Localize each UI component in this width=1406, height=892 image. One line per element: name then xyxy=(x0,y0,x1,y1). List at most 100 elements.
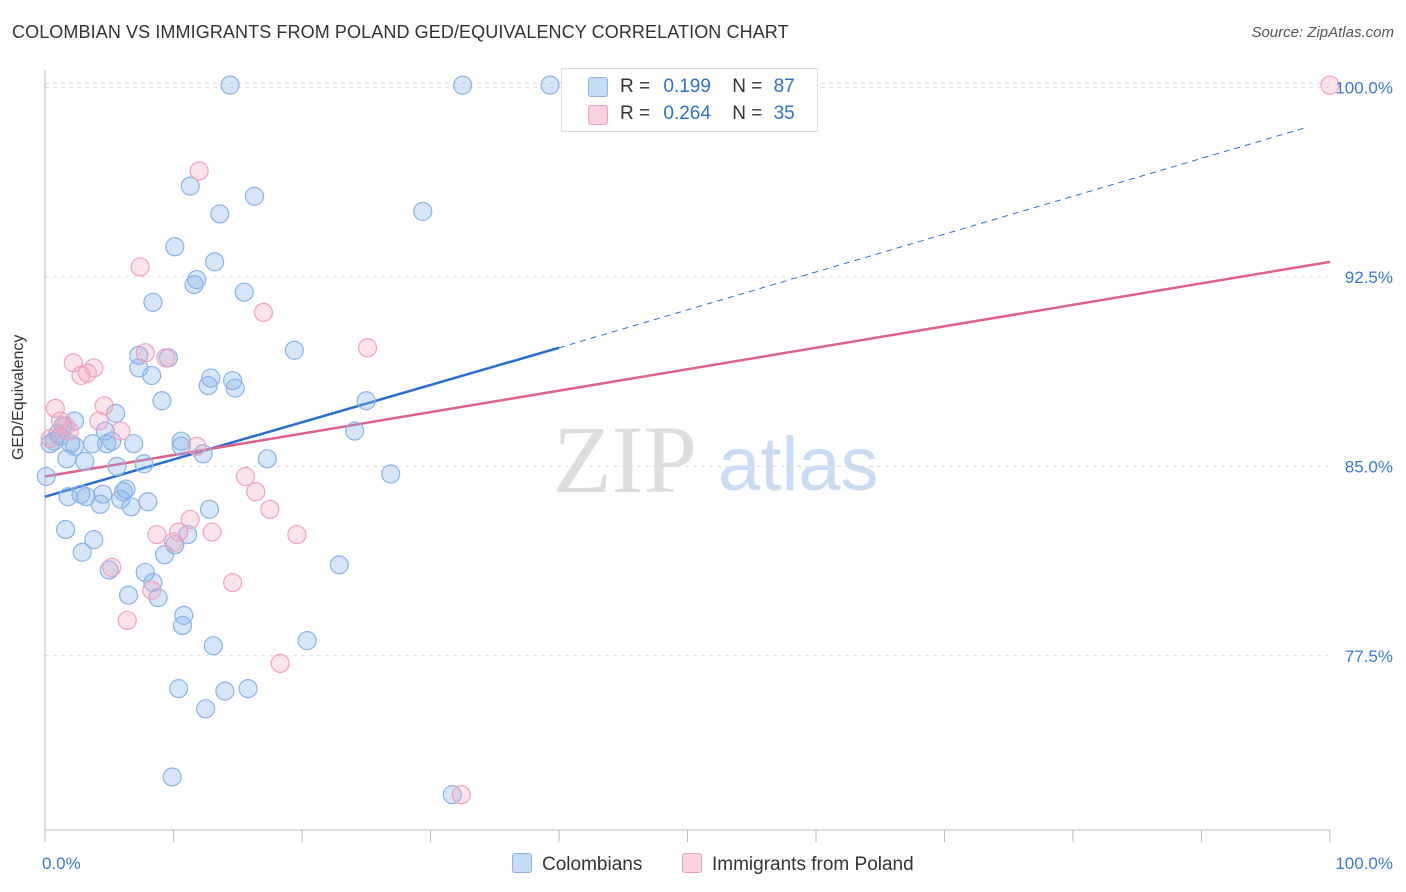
trend-line-colombians-extension xyxy=(558,127,1305,349)
point-colombians xyxy=(116,479,136,499)
point-colombians xyxy=(223,370,243,391)
point-poland xyxy=(235,466,256,487)
x-tick-label: 0.0% xyxy=(42,854,81,873)
point-colombians xyxy=(84,530,104,550)
point-colombians xyxy=(138,492,158,512)
point-poland xyxy=(169,522,189,542)
point-colombians xyxy=(171,431,191,451)
legend-r-value-colombians: 0.199 xyxy=(663,76,711,97)
point-poland xyxy=(156,348,176,368)
y-tick-label: 85.0% xyxy=(1345,457,1393,476)
point-poland xyxy=(40,429,60,449)
bottom-legend-label-poland: Immigrants from Poland xyxy=(712,854,914,875)
tick-labels: 77.5% 85.0% 92.5% 100.0% 0.0% 100.0% xyxy=(42,79,1393,873)
point-poland xyxy=(59,421,80,441)
legend-n-value-colombians: 87 xyxy=(773,76,795,97)
point-poland xyxy=(117,610,137,631)
legend-swatch-poland xyxy=(588,105,608,125)
point-colombians xyxy=(36,466,56,487)
point-poland xyxy=(89,411,109,431)
point-poland xyxy=(202,522,222,542)
point-colombians xyxy=(234,282,254,302)
point-colombians xyxy=(121,497,141,517)
point-colombians xyxy=(55,519,76,540)
source-label: Source: ZipAtlas.com xyxy=(1251,24,1394,41)
point-poland xyxy=(94,396,114,416)
point-colombians xyxy=(198,376,218,396)
point-colombians xyxy=(193,444,213,464)
point-colombians xyxy=(143,292,163,312)
point-poland xyxy=(260,499,280,519)
point-colombians xyxy=(210,204,230,224)
bottom-legend-label-colombians: Colombians xyxy=(542,854,643,875)
point-colombians xyxy=(225,378,245,398)
y-tick-label: 100.0% xyxy=(1335,79,1393,98)
point-colombians xyxy=(118,585,139,605)
point-poland xyxy=(180,509,200,530)
point-colombians xyxy=(413,201,433,221)
legend-row-poland: R = 0.264 N = 35 xyxy=(620,103,795,125)
point-poland xyxy=(357,338,378,358)
point-poland xyxy=(147,524,167,545)
point-poland xyxy=(451,785,471,805)
bottom-legend-colombians: Colombians xyxy=(512,853,642,876)
point-colombians xyxy=(64,411,85,431)
point-poland xyxy=(223,572,243,593)
point-colombians xyxy=(540,75,560,95)
point-colombians xyxy=(97,434,117,454)
point-colombians xyxy=(111,489,131,509)
point-colombians xyxy=(187,269,207,290)
point-colombians xyxy=(238,679,258,699)
axes xyxy=(44,70,1331,842)
point-colombians xyxy=(124,434,144,454)
data-points xyxy=(36,75,1340,805)
point-poland xyxy=(102,557,122,578)
point-poland xyxy=(187,436,207,456)
point-colombians xyxy=(284,340,304,360)
point-colombians xyxy=(220,75,240,95)
point-colombians xyxy=(162,767,182,787)
point-colombians xyxy=(184,275,204,295)
y-tick-label: 92.5% xyxy=(1345,268,1393,287)
trend-line-poland xyxy=(44,260,1331,478)
legend-swatch-colombians xyxy=(588,77,608,97)
y-axis-label: GED/Equivalency xyxy=(10,334,27,460)
point-colombians xyxy=(244,186,265,206)
point-colombians xyxy=(75,451,95,471)
point-poland xyxy=(287,524,307,545)
point-poland xyxy=(45,398,65,418)
watermark-zip: ZIP xyxy=(553,406,697,513)
legend-n-label: N = xyxy=(732,76,763,97)
legend-r-label: R = xyxy=(620,76,651,97)
point-colombians xyxy=(107,456,127,477)
point-colombians xyxy=(71,484,91,504)
point-poland xyxy=(246,482,266,502)
point-colombians xyxy=(205,252,225,272)
point-poland xyxy=(77,363,98,383)
point-colombians xyxy=(143,572,163,593)
point-colombians xyxy=(196,699,216,719)
point-colombians xyxy=(169,679,189,699)
bottom-legend-swatch-colombians xyxy=(512,853,532,873)
point-colombians xyxy=(135,562,155,583)
point-colombians xyxy=(99,560,119,580)
point-colombians xyxy=(215,681,235,701)
point-poland xyxy=(1320,75,1340,95)
legend-row-colombians: R = 0.199 N = 87 xyxy=(620,76,795,98)
point-colombians xyxy=(165,237,185,257)
point-poland xyxy=(189,161,209,181)
legend-n-value-poland: 35 xyxy=(773,103,795,124)
legend-r-label: R = xyxy=(620,103,651,124)
watermark-atlas: atlas xyxy=(718,422,879,507)
point-colombians xyxy=(72,542,92,562)
trend-lines xyxy=(44,127,1331,498)
point-poland xyxy=(135,343,155,363)
legend-r-value-poland: 0.264 xyxy=(663,103,711,124)
point-colombians xyxy=(142,365,162,386)
point-colombians xyxy=(148,588,168,608)
point-colombians xyxy=(345,421,365,441)
point-colombians xyxy=(172,615,193,636)
bottom-legend-poland: Immigrants from Poland xyxy=(682,853,914,876)
point-poland xyxy=(130,257,150,277)
